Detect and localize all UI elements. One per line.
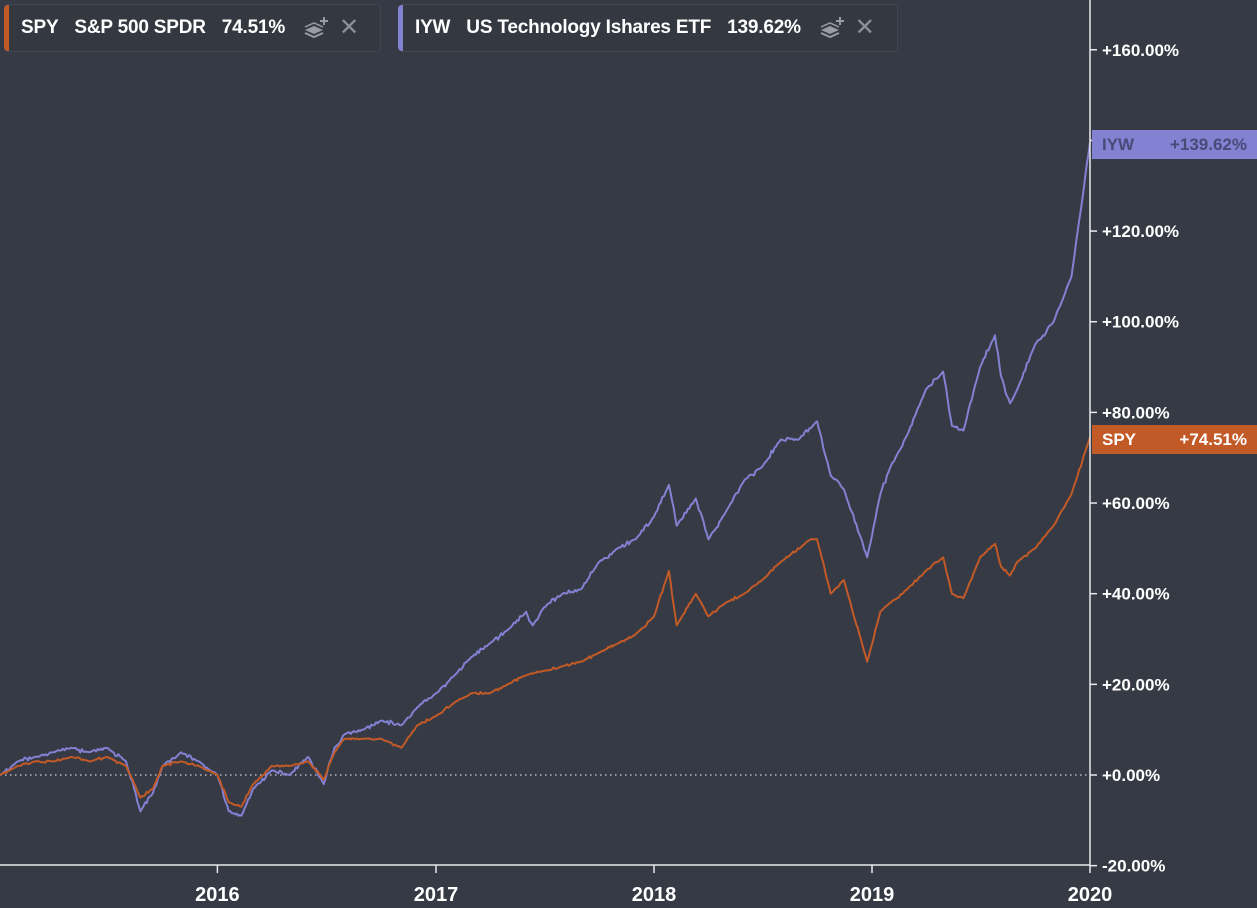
x-tick-label: 2020 bbox=[1068, 884, 1113, 906]
x-tick-label: 2019 bbox=[850, 884, 895, 906]
y-axis: -20.00% +0.00% +20.00% +40.00% +60.00% +80.00… bbox=[1090, 41, 1179, 876]
legend-chip-spy[interactable]: SPY S&P 500 SPDR 74.51% ✕ bbox=[4, 4, 381, 52]
y-tick-label: +0.00% bbox=[1102, 766, 1160, 785]
y-tick-label: +120.00% bbox=[1102, 222, 1179, 241]
price-tag-symbol: IYW bbox=[1102, 134, 1135, 154]
legend-return: 139.62% bbox=[727, 17, 801, 38]
legend-chip-iyw[interactable]: IYW US Technology Ishares ETF 139.62% ✕ bbox=[398, 4, 898, 52]
series-layer bbox=[0, 141, 1091, 817]
series-line-spy bbox=[0, 437, 1091, 808]
y-tick-label: +100.00% bbox=[1102, 313, 1179, 332]
y-tick-label: -20.00% bbox=[1102, 857, 1165, 876]
price-tag-iyw: IYW +139.62% bbox=[1092, 130, 1257, 159]
legend-name: S&P 500 SPDR bbox=[74, 17, 206, 38]
y-tick-label: +160.00% bbox=[1102, 41, 1179, 60]
legend-name: US Technology Ishares ETF bbox=[466, 17, 712, 38]
layers-add-icon[interactable] bbox=[303, 16, 329, 40]
y-tick-label: +20.00% bbox=[1102, 675, 1170, 694]
series-color-swatch bbox=[398, 5, 403, 51]
price-tag-value: +74.51% bbox=[1179, 429, 1247, 449]
price-tag-symbol: SPY bbox=[1102, 429, 1137, 449]
price-tag-value: +139.62% bbox=[1169, 134, 1247, 154]
legend-return: 74.51% bbox=[221, 17, 286, 38]
price-tag-spy: SPY +74.51% bbox=[1092, 425, 1257, 454]
x-axis: 2016 2017 2018 2019 2020 bbox=[195, 865, 1112, 906]
y-tick-label: +80.00% bbox=[1102, 403, 1170, 422]
series-line-iyw bbox=[0, 141, 1091, 817]
legend-symbol: SPY bbox=[21, 17, 59, 38]
close-icon[interactable]: ✕ bbox=[854, 14, 875, 41]
legend-symbol: IYW bbox=[415, 17, 451, 38]
layers-add-icon[interactable] bbox=[819, 16, 845, 40]
x-tick-label: 2018 bbox=[632, 884, 677, 906]
x-tick-label: 2017 bbox=[414, 884, 459, 906]
x-tick-label: 2016 bbox=[195, 884, 240, 906]
close-icon[interactable]: ✕ bbox=[339, 14, 359, 41]
y-tick-label: +60.00% bbox=[1102, 494, 1170, 513]
y-tick-label: +40.00% bbox=[1102, 585, 1170, 604]
series-color-swatch bbox=[4, 5, 9, 51]
